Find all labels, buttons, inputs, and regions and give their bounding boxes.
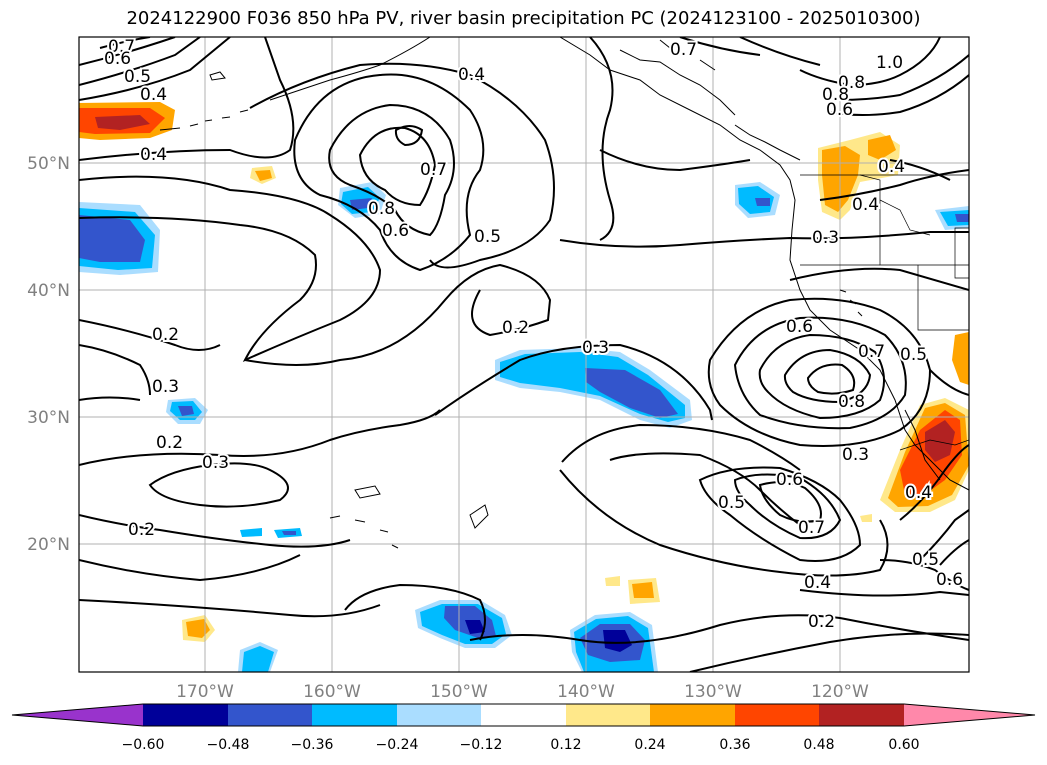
contour-label: 0.3 bbox=[582, 338, 609, 358]
contour-label: 0.3 bbox=[152, 377, 179, 397]
lat-label: 20°N bbox=[27, 535, 70, 555]
contour-label: 1.0 bbox=[876, 53, 903, 73]
contour-label: 0.2 bbox=[502, 318, 529, 338]
colorbar-tick-label: 0.60 bbox=[888, 737, 919, 753]
colorbar-swatch bbox=[650, 704, 735, 726]
coastlines bbox=[159, 37, 969, 549]
contour-label: 0.8 bbox=[838, 73, 865, 93]
colorbar-tick-label: −0.36 bbox=[291, 737, 334, 753]
map-title: 2024122900 F036 850 hPa PV, river basin … bbox=[126, 8, 921, 29]
colorbar-tick-label: −0.12 bbox=[460, 737, 503, 753]
colorbar-tick-label: 0.12 bbox=[550, 737, 581, 753]
contour-label: 0.7 bbox=[108, 37, 135, 57]
colorbar-tick-label: −0.48 bbox=[207, 737, 250, 753]
colorbar-tick-label: 0.48 bbox=[803, 737, 834, 753]
colorbar-swatch bbox=[481, 704, 566, 726]
colorbar-swatch bbox=[397, 704, 481, 726]
colorbar-ticks: −0.60 −0.48 −0.36 −0.24 −0.12 0.12 0.24 … bbox=[122, 737, 920, 753]
contour-label: 0.7 bbox=[420, 160, 447, 180]
colorbar-swatch bbox=[228, 704, 312, 726]
contour-label: 0.5 bbox=[900, 345, 927, 365]
colorbar-tick-label: 0.24 bbox=[634, 737, 665, 753]
colorbar-swatch bbox=[312, 704, 397, 726]
contour-label: 0.4 bbox=[878, 157, 905, 177]
map-plot-area: 0.7 0.6 0.5 0.4 0.4 0.4 0.7 0.8 0.6 0.5 … bbox=[79, 37, 969, 672]
lon-label: 160°W bbox=[303, 682, 361, 702]
contour-label: 0.5 bbox=[124, 67, 151, 87]
colorbar-max-extend bbox=[904, 704, 1035, 726]
contour-label: 0.4 bbox=[140, 145, 167, 165]
contour-label: 0.5 bbox=[474, 227, 501, 247]
colorbar-tick-label: 0.36 bbox=[719, 737, 750, 753]
contour-label: 0.2 bbox=[152, 325, 179, 345]
contour-label: 0.4 bbox=[804, 573, 831, 593]
lat-label: 40°N bbox=[27, 281, 70, 301]
contour-label: 0.8 bbox=[838, 392, 865, 412]
contour-label: 0.3 bbox=[812, 228, 839, 248]
lat-label: 50°N bbox=[27, 154, 70, 174]
contour-label: 0.4 bbox=[905, 483, 932, 503]
lon-label: 120°W bbox=[811, 682, 869, 702]
contour-label: 0.6 bbox=[104, 49, 131, 69]
lon-label: 150°W bbox=[430, 682, 488, 702]
contour-label: 0.6 bbox=[936, 570, 963, 590]
longitude-labels: 170°W 160°W 150°W 140°W 130°W 120°W bbox=[176, 682, 869, 702]
pv-contours bbox=[79, 37, 969, 672]
lon-label: 170°W bbox=[176, 682, 234, 702]
lon-label: 130°W bbox=[684, 682, 742, 702]
contour-label: 0.6 bbox=[382, 221, 409, 241]
colorbar: −0.60 −0.48 −0.36 −0.24 −0.12 0.12 0.24 … bbox=[11, 703, 1036, 753]
colorbar-min-extend bbox=[12, 704, 143, 726]
colorbar-tick-label: −0.60 bbox=[122, 737, 165, 753]
colorbar-tick-label: −0.24 bbox=[376, 737, 419, 753]
map-frame bbox=[78, 36, 970, 673]
contour-label: 0.6 bbox=[776, 470, 803, 490]
latitude-labels: 50°N 40°N 30°N 20°N bbox=[27, 154, 70, 555]
contour-label: 0.2 bbox=[156, 433, 183, 453]
contour-label: 0.7 bbox=[670, 40, 697, 60]
colorbar-swatch bbox=[735, 704, 819, 726]
contour-label: 0.8 bbox=[822, 85, 849, 105]
contour-label: 0.2 bbox=[808, 612, 835, 632]
contour-label: 0.4 bbox=[852, 195, 879, 215]
political-borders bbox=[800, 174, 969, 451]
contour-label: 0.7 bbox=[798, 518, 825, 538]
contour-label: 0.3 bbox=[842, 445, 869, 465]
contour-label: 0.8 bbox=[368, 199, 395, 219]
contour-label: 0.5 bbox=[912, 550, 939, 570]
lat-label: 30°N bbox=[27, 408, 70, 428]
colorbar-swatch bbox=[143, 704, 228, 726]
colorbar-swatch bbox=[819, 704, 904, 726]
colorbar-swatch bbox=[566, 704, 650, 726]
lon-label: 140°W bbox=[557, 682, 615, 702]
contour-label: 0.3 bbox=[202, 453, 229, 473]
contour-label: 0.2 bbox=[128, 520, 155, 540]
contour-label: 0.4 bbox=[140, 85, 167, 105]
contour-label: 0.6 bbox=[826, 100, 853, 120]
contour-label: 0.4 bbox=[458, 65, 485, 85]
colorbar-outline bbox=[11, 703, 1036, 727]
contour-label: 0.6 bbox=[786, 317, 813, 337]
contour-labels: 0.7 0.6 0.5 0.4 0.4 0.4 0.7 0.8 0.6 0.5 … bbox=[102, 37, 965, 634]
contour-label: 0.7 bbox=[858, 342, 885, 362]
contour-label: 0.5 bbox=[718, 493, 745, 513]
